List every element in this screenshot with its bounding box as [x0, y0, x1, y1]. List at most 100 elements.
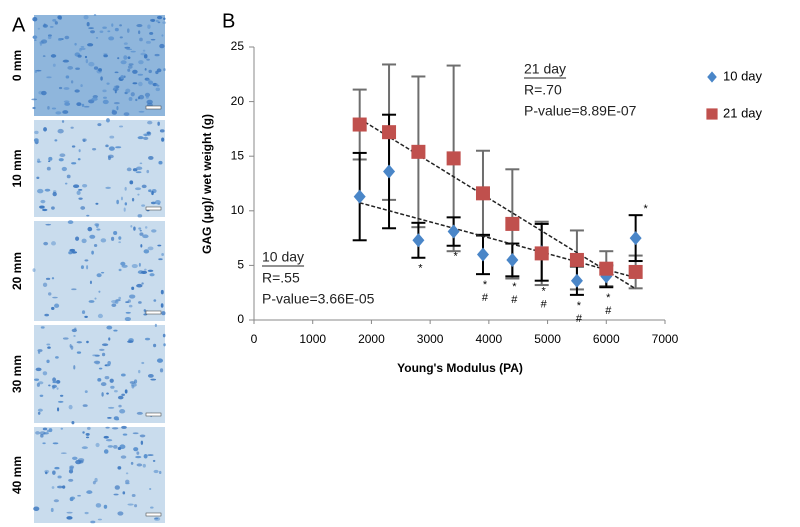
significance-mark: *	[644, 203, 649, 215]
micrograph	[34, 120, 165, 217]
cell	[78, 48, 82, 52]
scale-bar	[145, 310, 162, 315]
stat-line: P-value=3.66E-05	[262, 291, 375, 307]
cell	[106, 392, 109, 395]
cell	[50, 507, 54, 513]
scale-bar	[145, 105, 162, 110]
cell	[68, 478, 74, 482]
cell	[47, 105, 50, 110]
cell	[73, 335, 76, 337]
scale-bar	[145, 512, 162, 517]
cell	[130, 224, 133, 228]
point	[534, 246, 549, 261]
point	[446, 151, 461, 166]
cell	[149, 488, 152, 490]
cell	[141, 184, 147, 189]
x-tick-label: 5000	[534, 332, 561, 346]
cell	[52, 63, 56, 67]
cell	[144, 337, 151, 341]
cell	[75, 67, 80, 70]
cell	[128, 304, 133, 308]
cell	[96, 273, 102, 278]
cell	[78, 189, 83, 191]
x-tick-label: 3000	[417, 332, 444, 346]
point	[447, 224, 460, 239]
cell	[147, 269, 154, 272]
cell	[131, 383, 137, 387]
cell	[142, 463, 146, 468]
cell	[154, 199, 161, 205]
cell	[128, 96, 133, 101]
cell	[130, 92, 135, 97]
cell	[66, 174, 71, 179]
micrograph	[34, 15, 165, 116]
cell	[77, 494, 81, 497]
cell	[138, 81, 143, 87]
cell	[37, 27, 41, 30]
point	[506, 252, 519, 267]
cell	[105, 439, 113, 442]
cell	[41, 90, 47, 96]
cell	[138, 262, 141, 267]
cell	[147, 454, 154, 457]
cell	[85, 436, 90, 439]
x-tick-label: 2000	[358, 332, 385, 346]
cell	[130, 461, 134, 465]
cell	[128, 63, 134, 66]
cell	[54, 466, 60, 470]
cell	[159, 368, 164, 373]
cell	[117, 395, 124, 400]
cell	[94, 477, 98, 483]
cell	[138, 301, 142, 304]
cell	[48, 428, 53, 433]
cell	[52, 191, 57, 197]
cell	[100, 238, 107, 243]
significance-mark: *	[542, 286, 547, 298]
cell	[95, 224, 99, 228]
cell	[107, 30, 111, 33]
legend-label: 10 day	[723, 68, 763, 83]
cell	[120, 373, 126, 377]
cell	[118, 268, 122, 272]
cell	[95, 442, 100, 448]
cell	[157, 21, 161, 24]
point	[383, 164, 396, 179]
cell	[120, 455, 127, 459]
legend-label: 21 day	[723, 105, 763, 120]
cell	[108, 36, 115, 41]
point	[476, 247, 489, 262]
cell	[114, 389, 118, 393]
cell	[143, 454, 148, 459]
cell	[135, 171, 142, 174]
cell	[50, 54, 57, 58]
cell	[66, 511, 73, 514]
cell	[46, 359, 50, 364]
significance-mark: *	[512, 281, 517, 293]
cell	[129, 381, 136, 384]
cell	[152, 459, 156, 463]
cell	[144, 226, 148, 229]
x-tick-label: 6000	[593, 332, 620, 346]
cell	[153, 299, 157, 302]
cell	[101, 392, 104, 397]
cell	[70, 80, 74, 84]
cell	[119, 409, 126, 414]
cell	[146, 78, 151, 82]
cell	[138, 110, 145, 113]
legend-marker	[706, 108, 718, 120]
cell	[146, 58, 150, 61]
cell	[102, 26, 107, 29]
cell	[126, 48, 133, 51]
cell	[65, 75, 70, 79]
y-tick-label: 20	[231, 94, 245, 108]
stat-line: P-value=8.89E-07	[524, 103, 637, 119]
cell	[42, 55, 46, 58]
cell	[46, 343, 51, 346]
cell	[93, 66, 99, 70]
cell	[123, 207, 126, 212]
cell	[73, 365, 76, 370]
cell	[123, 42, 128, 45]
x-tick-label: 1000	[299, 332, 326, 346]
cell	[71, 288, 77, 291]
